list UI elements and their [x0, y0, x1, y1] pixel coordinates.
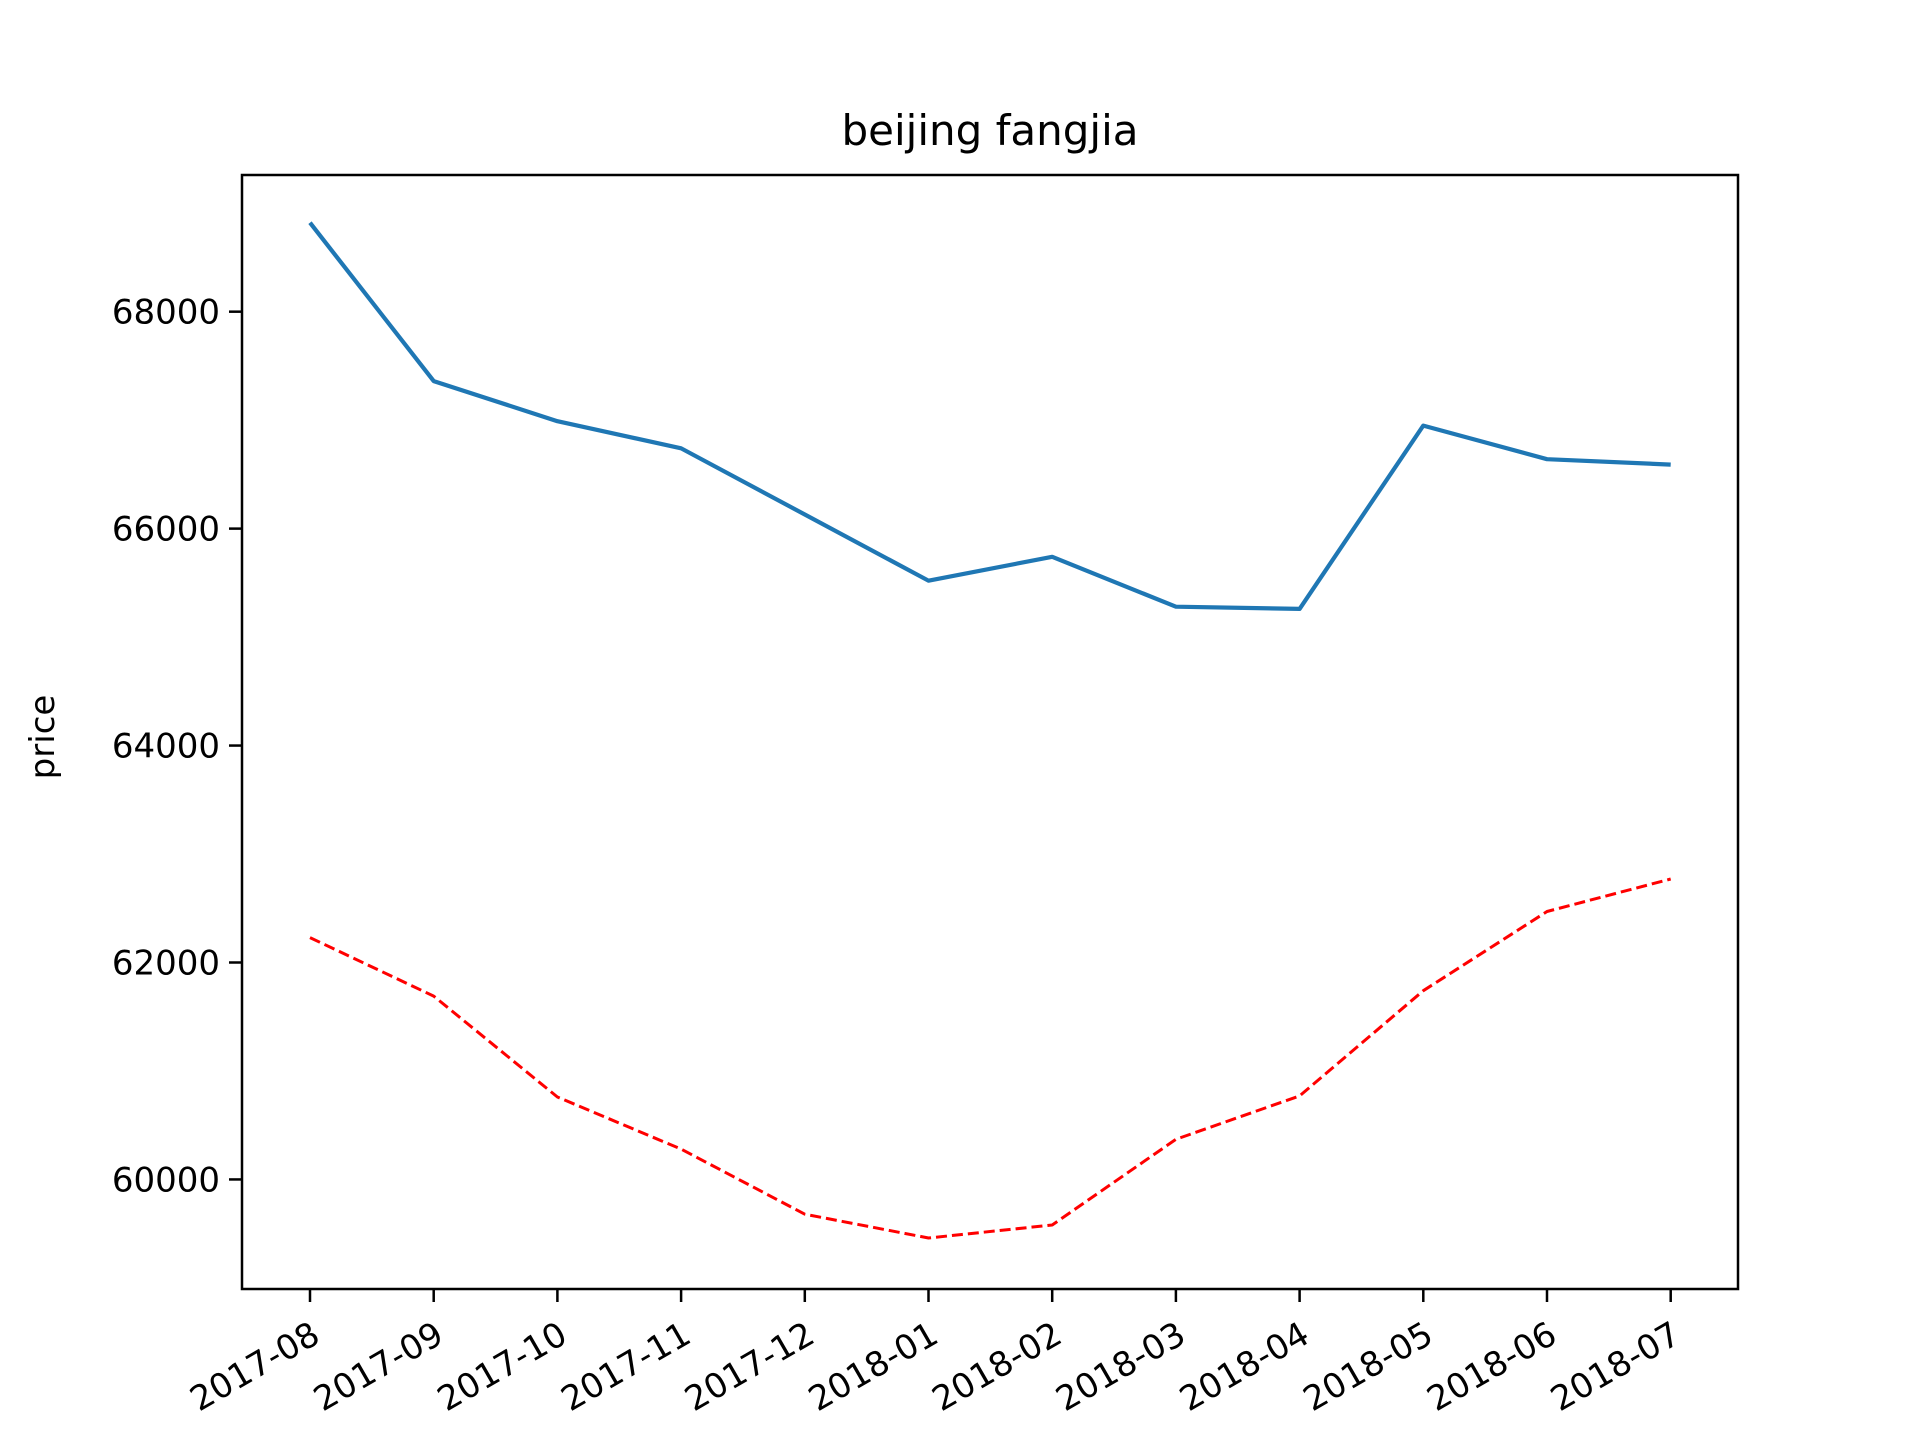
- y-tick-label: 64000: [112, 727, 220, 767]
- series-line-2: [309, 877, 1672, 1240]
- y-tick-label: 60000: [112, 1160, 220, 1200]
- y-tick-label: 66000: [112, 510, 220, 550]
- series-layer: [308, 221, 1672, 1240]
- series-line-1: [308, 221, 1671, 612]
- chart-title: beijing fangjia: [841, 106, 1138, 155]
- y-axis-label: price: [23, 695, 63, 780]
- y-tick-label: 68000: [112, 293, 220, 333]
- plot-area-frame: [240, 173, 1740, 1291]
- y-tick-label: 62000: [112, 944, 220, 984]
